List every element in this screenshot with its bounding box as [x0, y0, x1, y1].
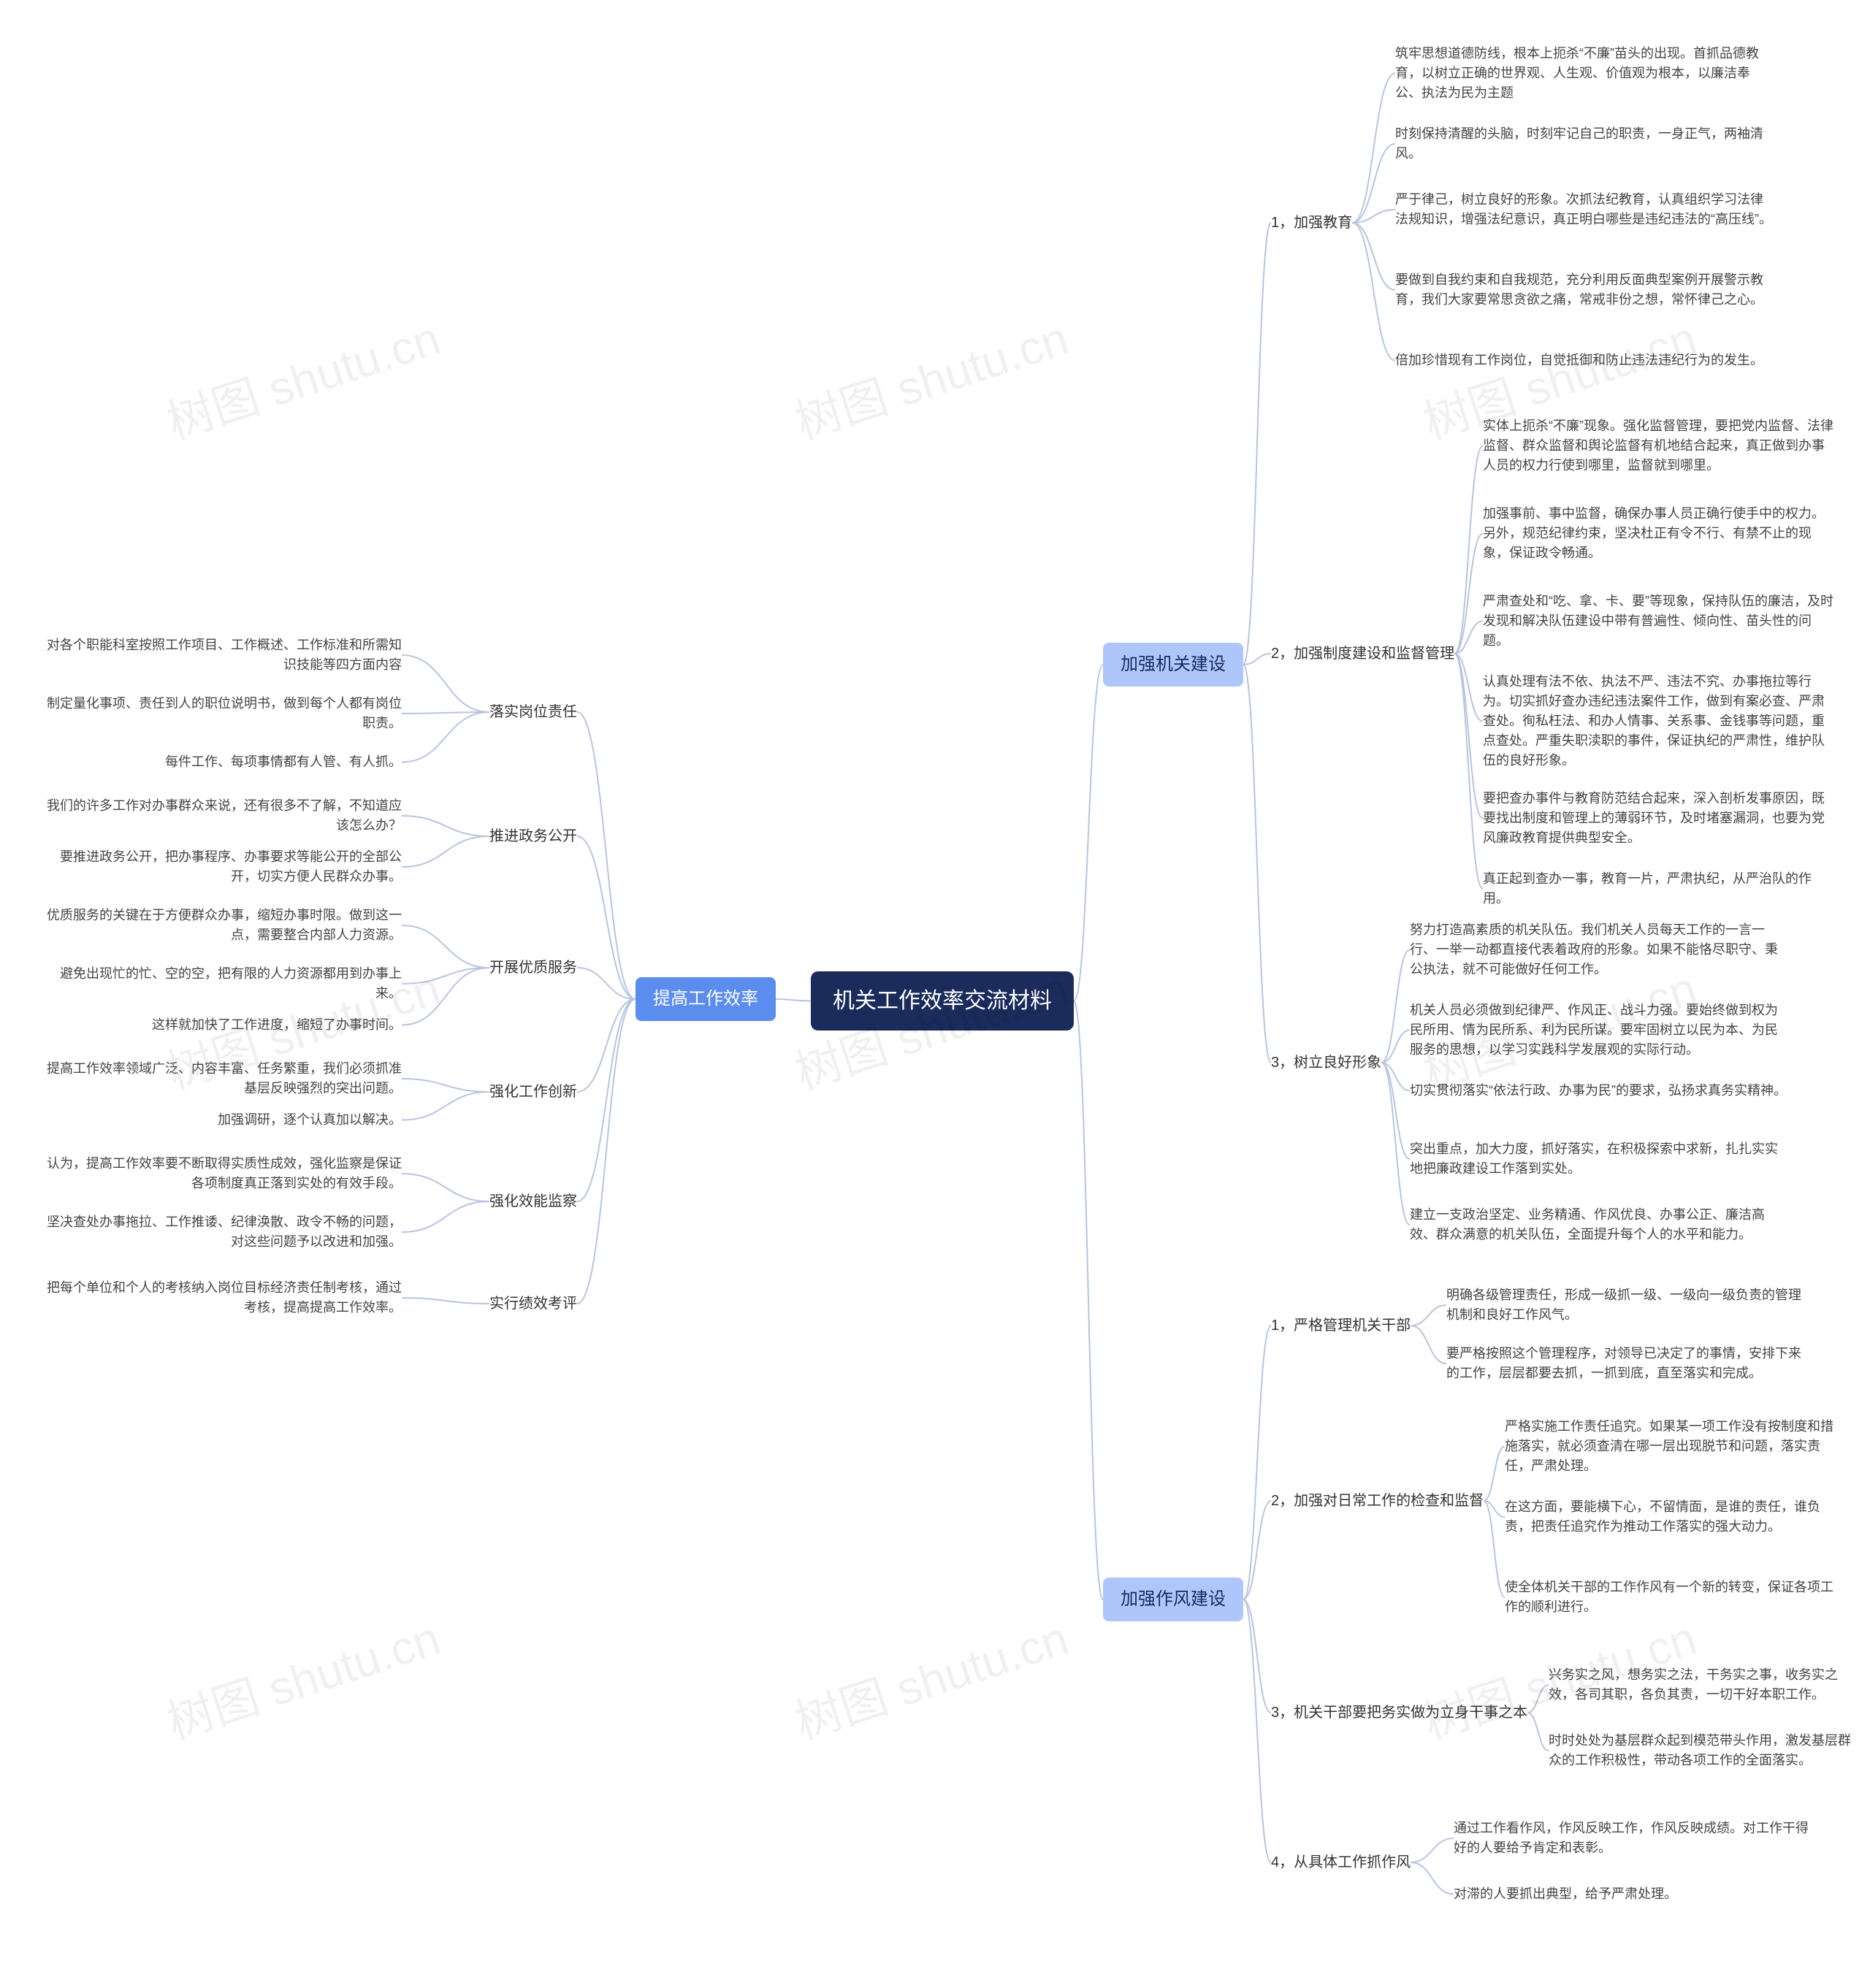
watermark: 树图 shutu.cn [157, 301, 447, 452]
r-leaf-1-1-1: 在这方面，要能横下心，不留情面，是谁的责任，谁负责，把责任追究作为推动工作落实的… [1505, 1497, 1841, 1537]
r-leaf-1-1-0: 严格实施工作责任追究。如果某一项工作没有按制度和措施落实，就必须查清在哪一层出现… [1505, 1417, 1841, 1476]
left-leaf-1-1: 要推进政务公开，把办事程序、办事要求等能公开的全部公开，切实方便人民群众办事。 [44, 847, 402, 887]
r-leaf-0-0-3: 要做到自我约束和自我规范，充分利用反面典型案例开展警示教育，我们大家要常思贪欲之… [1395, 270, 1775, 310]
left-leaf-3-0: 提高工作效率领域广泛、内容丰富、任务繁重，我们必须抓准基层反映强烈的突出问题。 [44, 1059, 402, 1098]
r-leaf-0-0-4: 倍加珍惜现有工作岗位，自觉抵御和防止违法违纪行为的发生。 [1395, 351, 1775, 370]
left-l2-4: 强化效能监察 [489, 1190, 577, 1212]
right-l2-0-0: 1，加强教育 [1271, 212, 1352, 234]
r-leaf-0-1-0: 实体上扼杀“不廉”现象。强化监督管理，要把党内监督、法律监督、群众监督和舆论监督… [1483, 416, 1833, 475]
right-l1-1: 加强作风建设 [1103, 1578, 1243, 1621]
left-l2-0: 落实岗位责任 [489, 701, 577, 723]
r-leaf-1-2-1: 时时处处为基层群众起到模范带头作用，激发基层群众的工作积极性，带动各项工作的全面… [1549, 1731, 1855, 1770]
right-l2-0-1: 2，加强制度建设和监督管理 [1271, 643, 1454, 665]
right-l1-0: 加强机关建设 [1103, 643, 1243, 687]
watermark: 树图 shutu.cn [785, 301, 1075, 452]
left-l2-1: 推进政务公开 [489, 825, 577, 847]
right-l2-1-0: 1，严格管理机关干部 [1271, 1315, 1411, 1337]
root-node: 机关工作效率交流材料 [811, 971, 1074, 1031]
r-leaf-0-1-1: 加强事前、事中监督，确保办事人员正确行使手中的权力。另外，规范纪律约束，坚决杜正… [1483, 504, 1833, 563]
watermark: 树图 shutu.cn [785, 1601, 1075, 1752]
r-leaf-1-0-0: 明确各级管理责任，形成一级抓一级、一级向一级负责的管理机制和良好工作风气。 [1446, 1285, 1812, 1325]
r-leaf-1-3-0: 通过工作看作风，作风反映工作，作风反映成绩。对工作干得好的人要给予肯定和表彰。 [1454, 1819, 1819, 1858]
r-leaf-0-2-2: 切实贯彻落实“依法行政、办事为民”的要求，弘扬求真务实精神。 [1410, 1081, 1790, 1101]
r-leaf-0-2-3: 突出重点，加大力度，抓好落实，在积极探索中求新，扎扎实实地把廉政建设工作落到实处… [1410, 1139, 1790, 1179]
left-leaf-1-0: 我们的许多工作对办事群众来说，还有很多不了解，不知道应该怎么办？ [44, 796, 402, 836]
r-leaf-1-2-0: 兴务实之风，想务实之法，干务实之事，收务实之效，各司其职，各负其责，一切干好本职… [1549, 1665, 1855, 1705]
r-leaf-1-0-1: 要严格按照这个管理程序，对领导已决定了的事情，安排下来的工作，层层都要去抓，一抓… [1446, 1344, 1812, 1383]
left-leaf-5-0: 把每个单位和个人的考核纳入岗位目标经济责任制考核，通过考核，提高提高工作效率。 [44, 1278, 402, 1318]
left-leaf-2-1: 避免出现忙的忙、空的空，把有限的人力资源都用到办事上来。 [44, 964, 402, 1003]
left-l1: 提高工作效率 [636, 977, 776, 1021]
r-leaf-0-1-5: 真正起到查办一事，教育一片，严肃执纪，从严治队的作用。 [1483, 869, 1833, 909]
left-l2-3: 强化工作创新 [489, 1081, 577, 1103]
r-leaf-0-1-2: 严肃查处和“吃、拿、卡、要”等现象，保持队伍的廉洁，及时发现和解决队伍建设中带有… [1483, 592, 1833, 651]
left-leaf-0-1: 制定量化事项、责任到人的职位说明书，做到每个人都有岗位职责。 [44, 694, 402, 733]
watermark: 树图 shutu.cn [157, 1601, 447, 1752]
r-leaf-0-1-4: 要把查办事件与教育防范结合起来，深入剖析发事原因，既要找出制度和管理上的薄弱环节… [1483, 789, 1833, 848]
r-leaf-0-1-3: 认真处理有法不依、执法不严、违法不究、办事拖拉等行为。切实抓好查办违纪违法案件工… [1483, 672, 1833, 771]
left-leaf-4-0: 认为，提高工作效率要不断取得实质性成效，强化监察是保证各项制度真正落到实处的有效… [44, 1154, 402, 1193]
left-leaf-4-1: 坚决查处办事拖拉、工作推诿、纪律涣散、政令不畅的问题，对这些问题予以改进和加强。 [44, 1212, 402, 1252]
r-leaf-0-0-2: 严于律己，树立良好的形象。次抓法纪教育，认真组织学习法律法规知识，增强法纪意识，… [1395, 190, 1775, 229]
r-leaf-0-2-4: 建立一支政治坚定、业务精通、作风优良、办事公正、廉洁高效、群众满意的机关队伍，全… [1410, 1205, 1790, 1245]
left-leaf-0-0: 对各个职能科室按照工作项目、工作概述、工作标准和所需知识技能等四方面内容 [44, 635, 402, 675]
r-leaf-0-0-1: 时刻保持清醒的头脑，时刻牢记自己的职责，一身正气，两袖清风。 [1395, 124, 1775, 164]
r-leaf-0-0-0: 筑牢思想道德防线，根本上扼杀“不廉”苗头的出现。首抓品德教育，以树立正确的世界观… [1395, 44, 1775, 103]
r-leaf-0-2-0: 努力打造高素质的机关队伍。我们机关人员每天工作的一言一行、一举一动都直接代表着政… [1410, 920, 1790, 979]
left-leaf-2-0: 优质服务的关键在于方便群众办事，缩短办事时限。做到这一点，需要整合内部人力资源。 [44, 906, 402, 945]
r-leaf-1-1-2: 使全体机关干部的工作作风有一个新的转变，保证各项工作的顺利进行。 [1505, 1578, 1841, 1617]
left-l2-5: 实行绩效考评 [489, 1293, 577, 1315]
right-l2-1-3: 4，从具体工作抓作风 [1271, 1851, 1411, 1873]
right-l2-0-2: 3，树立良好形象 [1271, 1052, 1381, 1074]
right-l2-1-1: 2，加强对日常工作的检查和监督 [1271, 1490, 1484, 1512]
r-leaf-0-2-1: 机关人员必须做到纪律严、作风正、战斗力强。要始终做到权为民所用、情为民所系、利为… [1410, 1001, 1790, 1060]
left-leaf-3-1: 加强调研，逐个认真加以解决。 [44, 1110, 402, 1130]
left-l2-2: 开展优质服务 [489, 957, 577, 979]
right-l2-1-2: 3，机关干部要把务实做为立身干事之本 [1271, 1702, 1527, 1724]
left-leaf-2-2: 这样就加快了工作进度，缩短了办事时间。 [44, 1015, 402, 1035]
left-leaf-0-2: 每件工作、每项事情都有人管、有人抓。 [44, 752, 402, 772]
r-leaf-1-3-1: 对滞的人要抓出典型，给予严肃处理。 [1454, 1884, 1819, 1904]
